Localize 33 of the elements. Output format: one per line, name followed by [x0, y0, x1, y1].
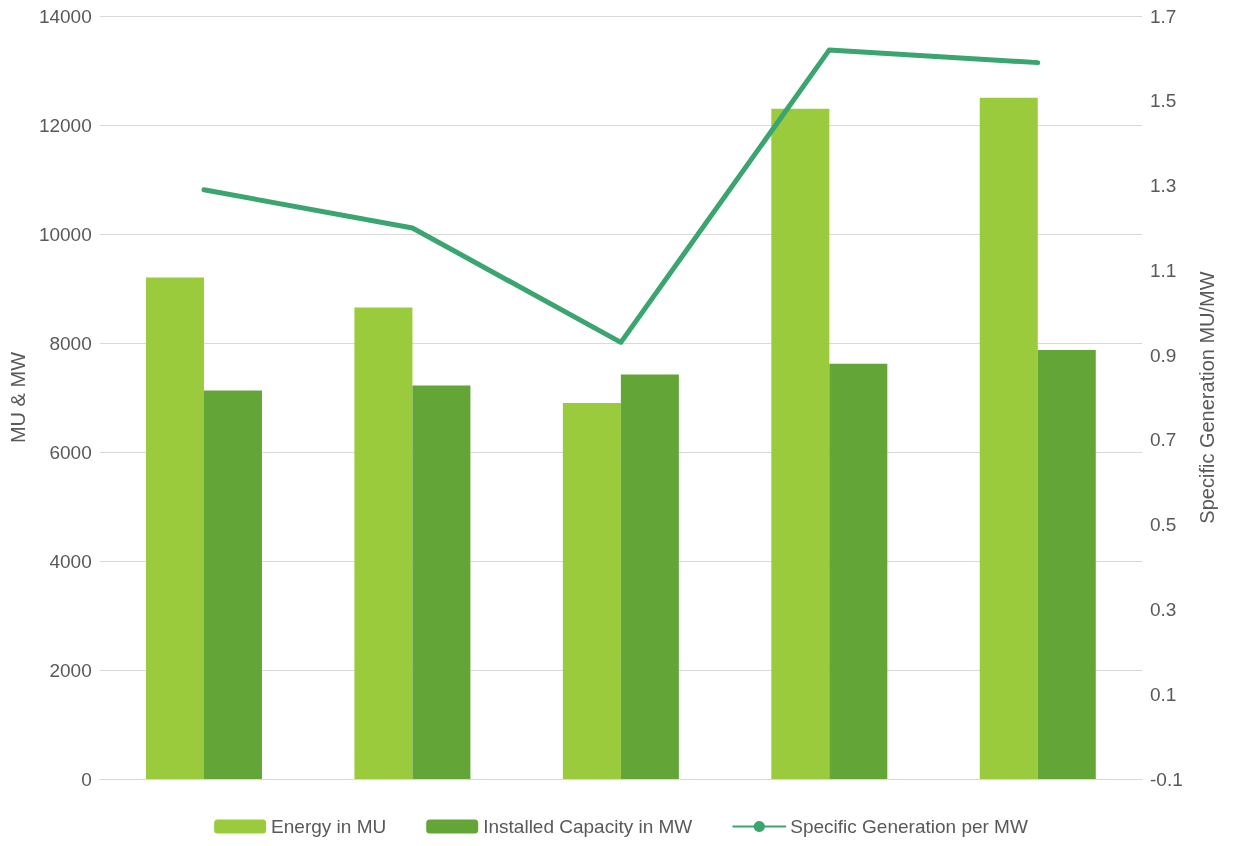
bar: [771, 108, 830, 779]
y2-tick-label: 0.3: [1150, 598, 1177, 620]
y-tick-label: 4000: [49, 550, 92, 572]
y-tick-label: 14000: [38, 5, 92, 27]
y-tick-label: 12000: [38, 114, 92, 136]
y-axis-title: MU & MW: [7, 351, 29, 444]
bar: [354, 307, 413, 779]
y2-tick-label: 1.1: [1150, 259, 1177, 281]
y2-tick-label: 0.9: [1150, 344, 1177, 366]
y-tick-label: 0: [81, 768, 92, 790]
y2-tick-label: 1.3: [1150, 175, 1177, 197]
y2-tick-label: 0.1: [1150, 683, 1177, 705]
bar: [145, 277, 204, 779]
legend-label: Energy in MU: [271, 816, 387, 837]
y2-tick-label: 0.7: [1150, 429, 1177, 451]
bar: [1037, 350, 1096, 779]
bar: [829, 363, 888, 779]
legend-label: Specific Generation per MW: [790, 816, 1028, 837]
bar: [620, 374, 679, 779]
bar: [979, 97, 1038, 779]
y2-tick-label: 1.5: [1150, 90, 1177, 112]
y-tick-label: 8000: [49, 332, 92, 354]
y-tick-label: 2000: [49, 659, 92, 681]
y2-tick-label: 1.7: [1150, 5, 1177, 27]
legend-label: Installed Capacity in MW: [483, 816, 693, 837]
y2-tick-label: -0.1: [1150, 768, 1183, 790]
y-tick-label: 10000: [38, 223, 92, 245]
bar: [412, 385, 471, 779]
y2-axis-title: Specific Generation MU/MW: [1196, 271, 1218, 524]
bar: [203, 390, 262, 779]
y-tick-label: 6000: [49, 441, 92, 463]
bar: [562, 402, 621, 779]
y2-tick-label: 0.5: [1150, 514, 1177, 536]
